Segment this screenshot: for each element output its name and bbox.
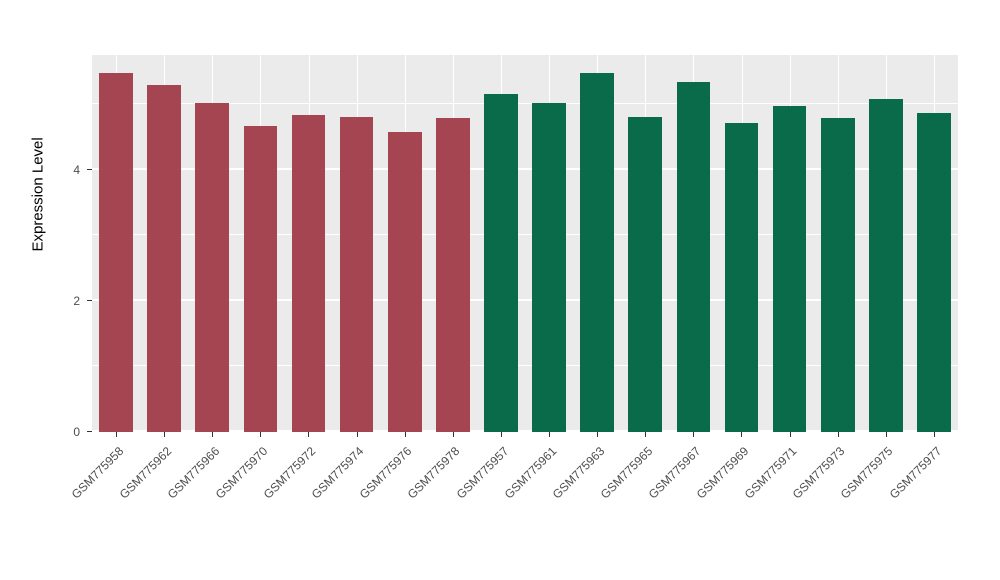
x-slot: GSM775966 (165, 432, 236, 572)
x-tick-mark (597, 432, 599, 437)
x-slot: GSM775958 (68, 432, 140, 572)
minor-gridline (92, 365, 958, 367)
x-tick-mark (260, 432, 262, 437)
x-slot: GSM775970 (213, 432, 284, 572)
bar-slot (621, 55, 669, 432)
x-slot: GSM775967 (646, 432, 717, 572)
bar-GSM775973 (820, 117, 855, 432)
bar-GSM775958 (99, 73, 133, 432)
y-tick-label: 2 (73, 293, 80, 308)
bar-slot (381, 55, 429, 432)
x-axis: GSM775958 GSM775962 GSM775966 GSM775970 GSM7… (68, 432, 958, 572)
bar-slot (910, 55, 958, 432)
major-gridline (92, 167, 958, 170)
y-tick-mark (87, 299, 92, 301)
x-slot: GSM775973 (790, 432, 862, 572)
bar-slot (140, 55, 188, 432)
bar-slot (573, 55, 621, 432)
y-tick-mark (87, 168, 92, 170)
minor-gridline (92, 103, 958, 105)
y-tick-label: 0 (73, 425, 80, 439)
bar-GSM775977 (917, 112, 951, 432)
x-tick-mark (212, 432, 214, 437)
bar-GSM775965 (628, 116, 663, 432)
x-tick-mark (116, 432, 118, 437)
x-tick-mark (741, 432, 743, 437)
y-tick-mark (87, 431, 92, 432)
bar-GSM775967 (676, 81, 711, 432)
bar-slot (717, 55, 765, 432)
x-slot: GSM775972 (261, 432, 332, 572)
x-tick-mark (645, 432, 647, 437)
major-gridline (92, 298, 958, 301)
bar-slot (525, 55, 573, 432)
x-tick-mark (549, 432, 551, 437)
x-tick-mark (452, 432, 454, 437)
bar-GSM775975 (868, 98, 903, 432)
major-gridline (92, 430, 958, 432)
x-tick-mark (789, 432, 791, 437)
x-slot: GSM775974 (309, 432, 381, 572)
bar-slot (92, 55, 140, 432)
x-tick-mark (933, 432, 935, 437)
bar-GSM775974 (339, 116, 374, 432)
bar-slot (477, 55, 525, 432)
x-tick-mark (500, 432, 502, 437)
bar-slot (236, 55, 284, 432)
x-tick-mark (308, 432, 310, 437)
x-tick-mark (164, 432, 166, 437)
bar-GSM775962 (147, 84, 181, 432)
x-slot: GSM775971 (742, 432, 814, 572)
bar-slot (333, 55, 381, 432)
x-slot: GSM775962 (117, 432, 188, 572)
x-slot: GSM775961 (501, 432, 573, 572)
bar-GSM775957 (484, 93, 518, 432)
x-slot: GSM775975 (838, 432, 910, 572)
x-slot: GSM775963 (550, 432, 621, 572)
bar-slot (814, 55, 862, 432)
bar-GSM775976 (387, 131, 422, 432)
bar-slot (766, 55, 814, 432)
bar-GSM775969 (724, 122, 759, 432)
bar-slot (188, 55, 236, 432)
bar-slot (429, 55, 477, 432)
x-slot: GSM775957 (453, 432, 525, 572)
x-slot: GSM775969 (694, 432, 765, 572)
bar-GSM775970 (243, 126, 278, 432)
x-slot: GSM775976 (357, 432, 429, 572)
x-tick-mark (404, 432, 406, 437)
x-slot: GSM775965 (598, 432, 669, 572)
x-tick-mark (885, 432, 887, 437)
bar-slot (669, 55, 717, 432)
bar-GSM775963 (580, 73, 614, 432)
bar-slot (862, 55, 910, 432)
x-tick-mark (837, 432, 839, 437)
bar-GSM775978 (435, 117, 470, 432)
plot-panel (92, 55, 958, 432)
x-slot: GSM775978 (405, 432, 477, 572)
bar-GSM775971 (772, 105, 807, 432)
x-slot: GSM775977 (886, 432, 958, 572)
x-tick-mark (693, 432, 695, 437)
bar-GSM775961 (532, 102, 566, 432)
bars-layer (92, 55, 958, 432)
bar-GSM775966 (195, 102, 230, 432)
minor-gridline (92, 234, 958, 236)
bar-GSM775972 (291, 114, 326, 432)
y-tick-label: 4 (73, 162, 80, 177)
bar-slot (284, 55, 332, 432)
y-axis: 0 2 4 (0, 55, 92, 439)
x-tick-mark (356, 432, 358, 437)
